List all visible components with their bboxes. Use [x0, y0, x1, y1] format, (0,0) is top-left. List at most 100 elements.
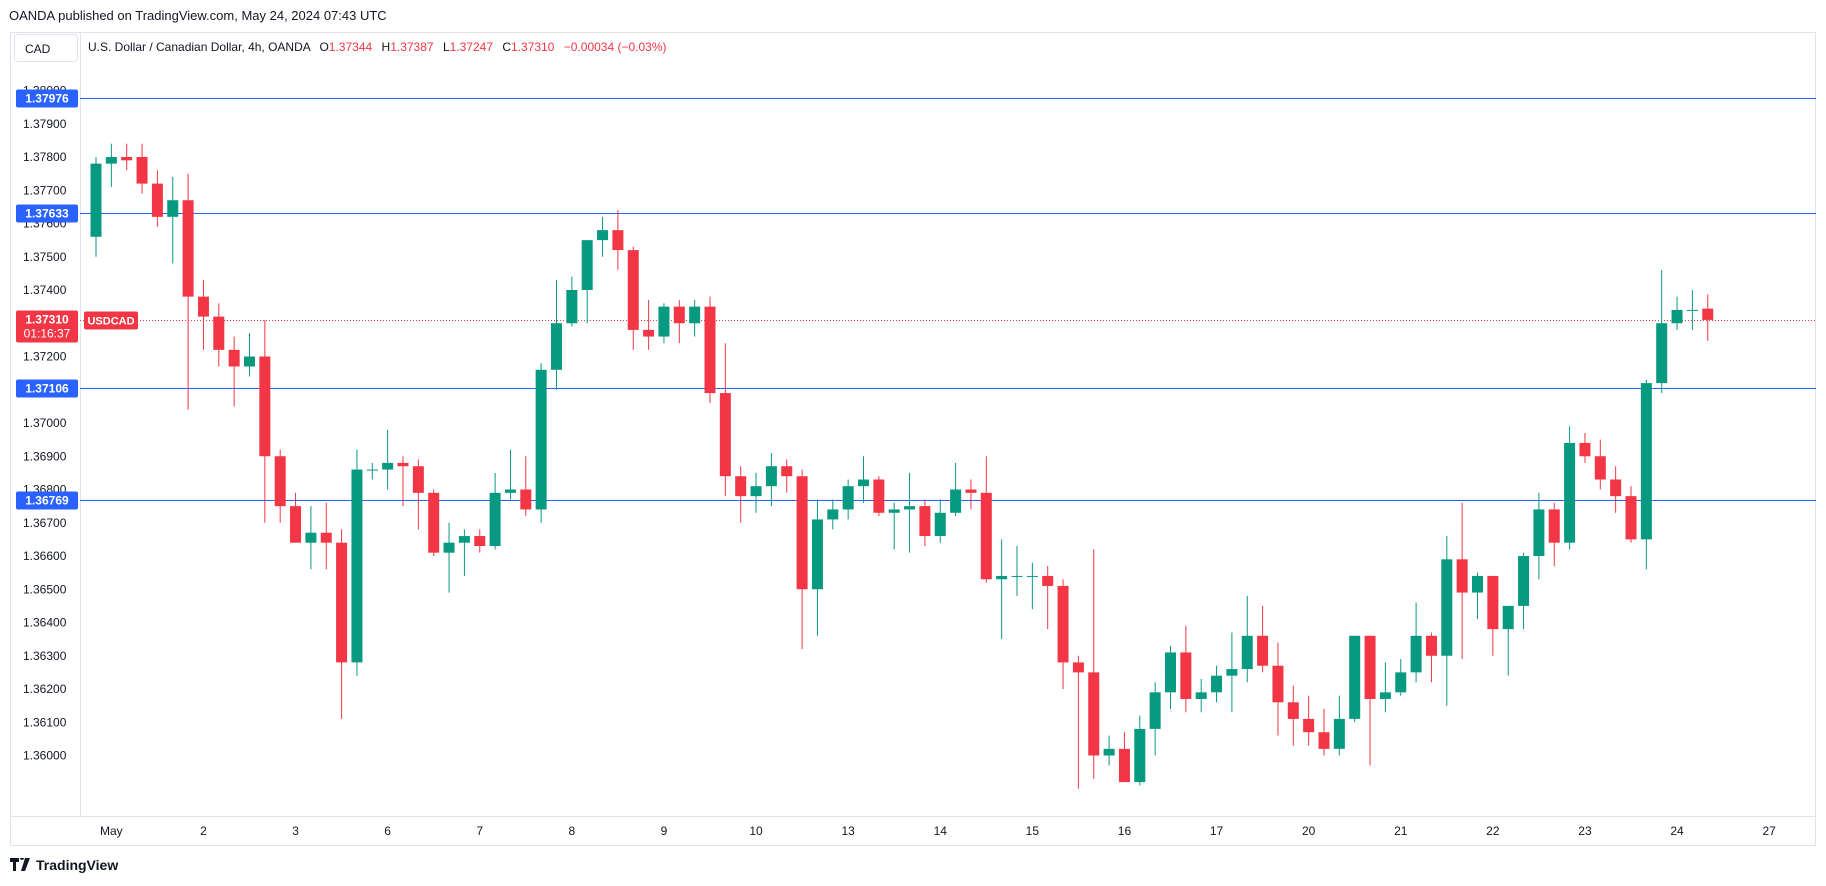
- countdown-label: 01:16:37: [24, 327, 71, 341]
- ohlc-legend: U.S. Dollar / Canadian Dollar, 4h, OANDA…: [88, 40, 667, 54]
- candle: [397, 456, 409, 507]
- price-tick-label: 1.36900: [23, 449, 67, 463]
- tradingview-logo[interactable]: TradingView: [10, 857, 118, 873]
- candle: [167, 176, 179, 264]
- candle: [1057, 579, 1069, 689]
- candle: [735, 466, 747, 523]
- horizontal-line-price-label: 1.37633: [25, 207, 69, 221]
- candle: [474, 529, 486, 553]
- price-labels: 1.37976 1.37633 1.37106 1.36769 1.3731001:16…: [16, 89, 138, 510]
- candle: [428, 489, 440, 556]
- time-axis[interactable]: May 2 3 6 7 8 9 10 13 14 15 16 17 20 21 22 23 24 27: [100, 824, 1776, 838]
- candle: [1502, 605, 1514, 676]
- candle: [1272, 642, 1284, 736]
- candle: [1072, 655, 1084, 789]
- candle: [689, 299, 701, 337]
- candle: [1026, 562, 1038, 610]
- candle: [1594, 439, 1606, 490]
- legend-symbol[interactable]: U.S. Dollar / Canadian Dollar, 4h, OANDA: [88, 40, 311, 54]
- horizontal-line-price-label: 1.37106: [25, 382, 69, 396]
- candle: [627, 246, 639, 350]
- candle: [336, 529, 348, 719]
- price-tick-label: 1.37500: [23, 250, 67, 264]
- published-header: OANDA published on TradingView.com, May …: [9, 8, 387, 23]
- horizontal-line-price-badge: [16, 89, 78, 108]
- candle: [1548, 502, 1560, 566]
- time-tick-label: 8: [569, 824, 576, 838]
- candle: [858, 456, 869, 503]
- candles: [90, 143, 1714, 789]
- legend-low-value: 1.37247: [449, 40, 494, 54]
- candle: [612, 210, 624, 271]
- candle: [1211, 665, 1223, 703]
- candle: [1011, 546, 1023, 596]
- price-axis[interactable]: 1.36000 1.36100 1.36200 1.36300 1.36400 1.365…: [23, 84, 67, 763]
- symbol-search-button[interactable]: CAD: [14, 34, 78, 62]
- candle: [1088, 549, 1100, 779]
- candle: [1118, 732, 1130, 783]
- chart-frame: [10, 32, 1816, 846]
- candle: [1395, 659, 1407, 696]
- candle: [121, 143, 133, 171]
- time-tick-label: 24: [1670, 824, 1684, 838]
- candle: [842, 479, 854, 520]
- price-tick-label: 1.37200: [23, 350, 67, 364]
- candle: [320, 502, 332, 570]
- candle: [458, 529, 470, 576]
- candle: [1564, 426, 1576, 550]
- candle: [1456, 502, 1468, 660]
- price-tick-label: 1.37800: [23, 150, 67, 164]
- time-tick-label: 21: [1394, 824, 1408, 838]
- candle: [1671, 296, 1683, 330]
- candle: [535, 363, 547, 523]
- candle: [934, 499, 946, 543]
- time-tick-label: 2: [200, 824, 207, 838]
- candle: [244, 333, 255, 377]
- candle: [581, 240, 593, 324]
- candle: [1333, 695, 1345, 756]
- legend-high-key: H: [381, 40, 391, 54]
- candle: [1487, 575, 1499, 656]
- candle: [1472, 572, 1483, 620]
- candle: [259, 319, 271, 523]
- price-tick-label: 1.36600: [23, 549, 67, 563]
- horizontal-lines[interactable]: [80, 98, 1816, 501]
- horizontal-line-price-badge: [16, 204, 78, 223]
- candle: [919, 499, 931, 547]
- candle: [520, 456, 532, 517]
- legend-close-key: C: [502, 40, 512, 54]
- candle: [213, 303, 225, 367]
- candle: [1318, 708, 1330, 756]
- legend-open-value: 1.37344: [328, 40, 373, 54]
- candle: [1287, 685, 1299, 746]
- candle: [1610, 466, 1622, 513]
- candle: [1042, 565, 1054, 630]
- candle: [781, 459, 793, 493]
- candle: [1226, 632, 1238, 713]
- legend-open-key: O: [319, 40, 329, 54]
- candle: [1533, 492, 1545, 580]
- legend-low-key: L: [442, 40, 450, 54]
- time-tick-label: 22: [1486, 824, 1500, 838]
- time-tick-label: 14: [934, 824, 948, 838]
- candle: [796, 469, 808, 650]
- candle: [904, 472, 916, 553]
- time-tick-label: 10: [749, 824, 763, 838]
- time-tick-label: 13: [841, 824, 855, 838]
- candle: [673, 299, 685, 344]
- candle: [504, 449, 516, 500]
- time-tick-label: 6: [384, 824, 391, 838]
- candle: [980, 456, 992, 583]
- candle: [1103, 735, 1115, 766]
- candle: [90, 157, 102, 257]
- candle: [873, 476, 885, 517]
- price-tick-label: 1.36300: [23, 649, 67, 663]
- candle: [827, 499, 839, 530]
- candle: [366, 462, 378, 480]
- horizontal-line-price-label: 1.36769: [25, 494, 69, 508]
- symbol-badge-label: USDCAD: [87, 316, 134, 328]
- candle: [1518, 552, 1530, 630]
- candle: [1241, 595, 1253, 683]
- candle: [412, 459, 424, 530]
